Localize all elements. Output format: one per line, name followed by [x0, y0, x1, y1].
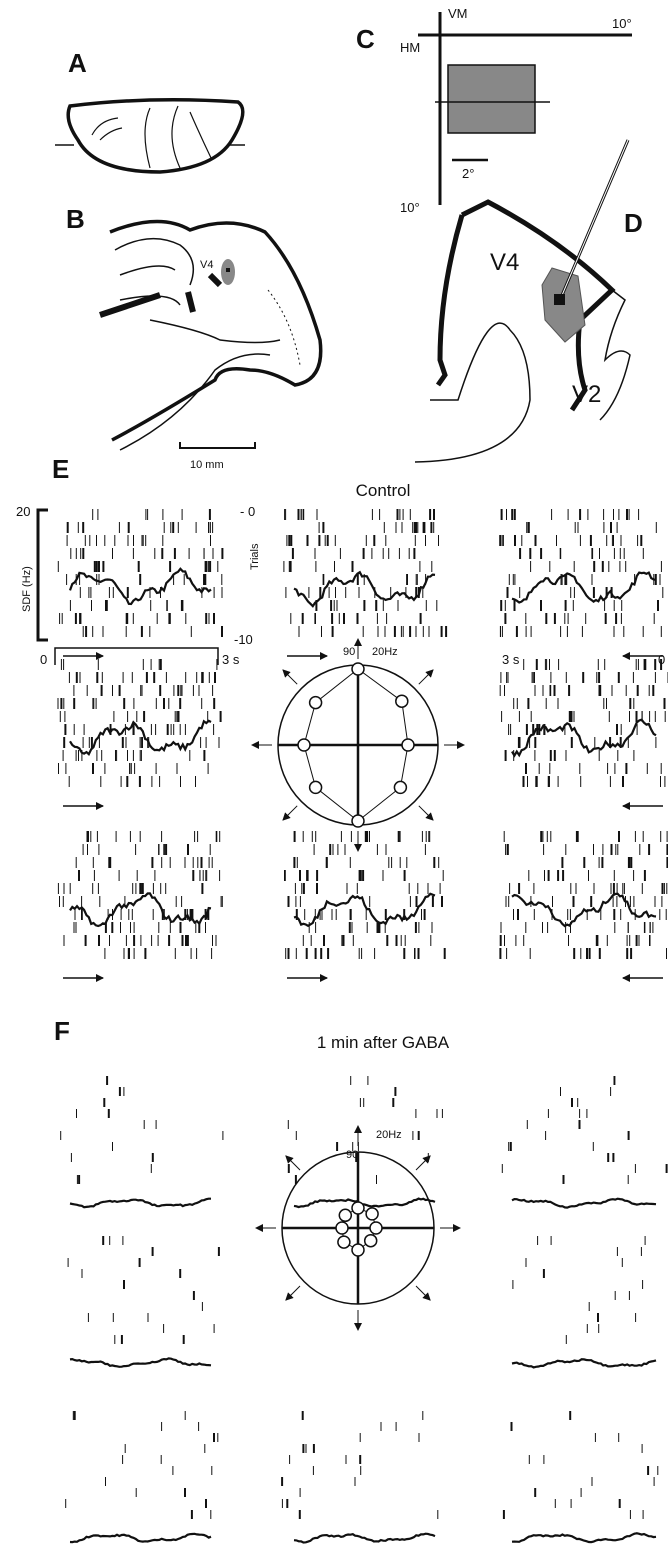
- sdf-trace: [293, 570, 436, 608]
- sdf-trace: [69, 719, 212, 757]
- raster-plot: [67, 1236, 220, 1368]
- sdf-trace: [511, 1532, 657, 1544]
- raster-plot: [499, 509, 664, 660]
- axis-label: 20: [16, 504, 30, 519]
- polar-angle: 90: [343, 646, 355, 658]
- axis-label: SDF (Hz): [21, 566, 33, 612]
- panel-label: B: [66, 204, 85, 234]
- raster-plot: [57, 659, 222, 810]
- direction-arrow: [285, 1155, 301, 1171]
- polar-scale: 20Hz: [372, 646, 398, 658]
- direction-arrow: [415, 1155, 431, 1171]
- brain-lateral-view: [55, 98, 245, 174]
- visual-field-axes: [418, 12, 632, 205]
- scale-label: 2°: [462, 166, 474, 181]
- raster-plot: [57, 831, 223, 982]
- sdf-trace: [69, 1357, 212, 1368]
- axis-label: VM: [448, 6, 468, 21]
- tuning-point: [393, 780, 408, 795]
- area-label: V2: [572, 381, 601, 408]
- direction-arrow: [285, 1285, 301, 1301]
- sdf-trace: [511, 718, 657, 758]
- sdf-trace: [69, 892, 212, 928]
- raster-plot: [60, 1076, 224, 1209]
- v4-section: [414, 139, 631, 463]
- axis-label: 0: [40, 652, 47, 667]
- scale-brackets: [36, 508, 219, 665]
- raster-plot: [502, 1411, 659, 1544]
- area-label: V4: [200, 259, 213, 271]
- tuning-point: [337, 1235, 351, 1249]
- panel-label: C: [356, 24, 375, 54]
- tuning-point: [351, 814, 365, 828]
- tuning-point: [308, 780, 323, 795]
- tuning-point: [363, 1233, 378, 1248]
- axis-label: 10°: [612, 16, 632, 31]
- panel-label: F: [54, 1016, 70, 1046]
- sdf-trace: [69, 1532, 212, 1544]
- tuning-point: [308, 695, 323, 710]
- sdf-trace: [511, 571, 657, 604]
- axis-label: 10°: [400, 200, 420, 215]
- direction-arrow: [282, 805, 298, 821]
- sdf-trace: [511, 1197, 657, 1209]
- tuning-point: [395, 694, 409, 708]
- axis-label: Trials: [249, 543, 261, 570]
- sdf-trace: [511, 1358, 657, 1369]
- raster-plot: [65, 1411, 219, 1544]
- raster-plot: [284, 831, 446, 982]
- raster-plot: [57, 509, 224, 660]
- panel-title: Control: [356, 481, 411, 500]
- tuning-point: [297, 738, 311, 752]
- polar-scale: 20Hz: [376, 1129, 402, 1141]
- polar-plot: [251, 638, 465, 852]
- raster-plot: [499, 659, 668, 810]
- tuning-point: [335, 1221, 349, 1235]
- brain-section: [99, 219, 323, 451]
- polar-plot: [255, 1125, 461, 1331]
- tuning-point: [369, 1221, 383, 1235]
- direction-arrow: [282, 669, 298, 685]
- raster-plot: [501, 1076, 668, 1209]
- tuning-point: [401, 738, 415, 752]
- sdf-trace: [293, 1197, 436, 1209]
- panel-title: 1 min after GABA: [317, 1033, 450, 1052]
- panel-label: D: [624, 208, 643, 238]
- tuning-point: [351, 1201, 365, 1215]
- axis-label: 3 s: [502, 652, 520, 667]
- raster-plot: [499, 831, 668, 982]
- raster-plot: [511, 1236, 657, 1369]
- panel-label: E: [52, 454, 69, 484]
- sdf-trace: [293, 892, 436, 928]
- tuning-point: [351, 1243, 365, 1257]
- direction-arrow: [415, 1285, 431, 1301]
- tuning-point: [365, 1207, 379, 1221]
- tuning-point: [338, 1208, 353, 1223]
- axis-label: - 0: [240, 504, 255, 519]
- sdf-trace: [68, 567, 212, 606]
- area-label: V4: [490, 249, 519, 276]
- raster-plot: [283, 509, 448, 660]
- sdf-trace: [293, 1532, 436, 1544]
- raster-plot: [281, 1411, 439, 1544]
- scale-label: 10 mm: [190, 459, 224, 471]
- sdf-trace: [69, 1197, 211, 1209]
- panel-label: A: [68, 48, 87, 78]
- tuning-point: [351, 662, 365, 676]
- direction-arrow: [418, 669, 434, 685]
- raster-plot: [287, 1076, 443, 1209]
- axis-label: HM: [400, 40, 420, 55]
- axis-label: 3 s: [222, 652, 240, 667]
- sdf-trace: [511, 892, 657, 928]
- direction-arrow: [418, 805, 434, 821]
- axis-label: -10: [234, 632, 253, 647]
